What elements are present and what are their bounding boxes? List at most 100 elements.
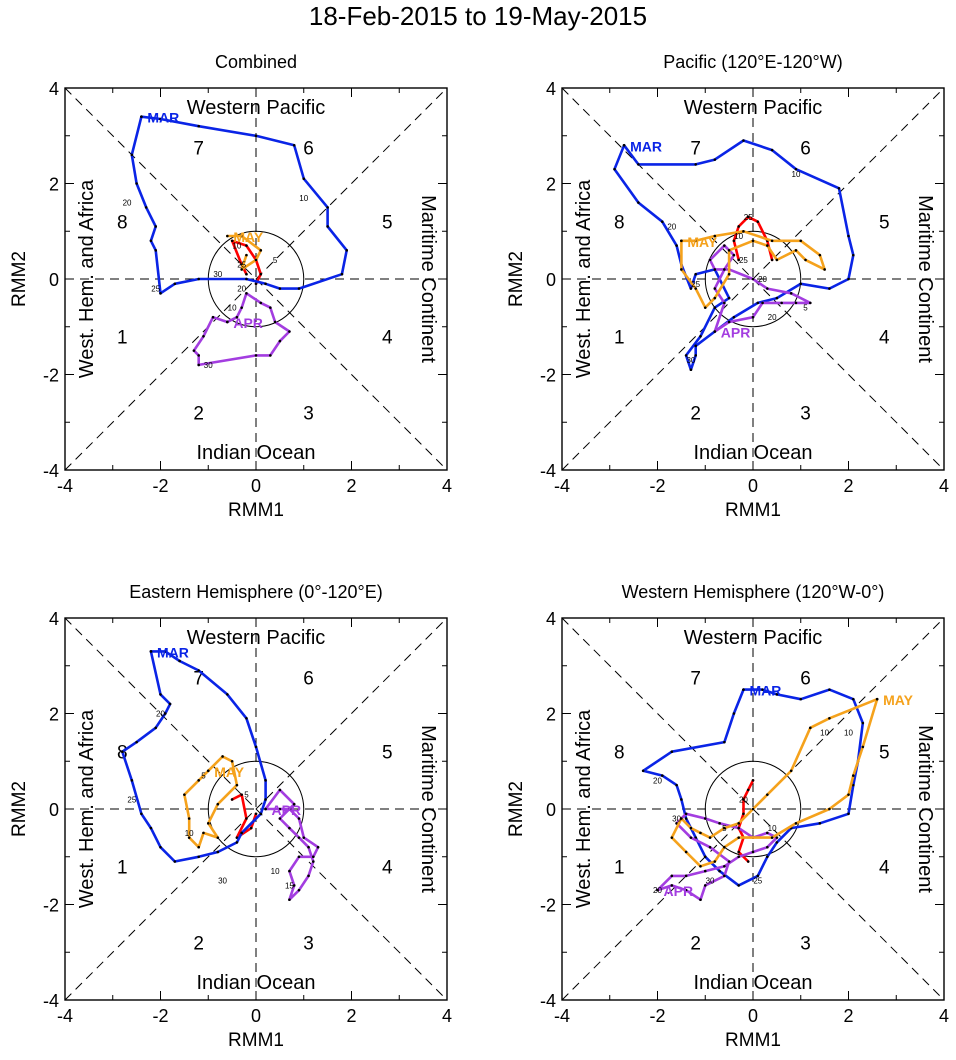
series-point [694, 272, 697, 276]
date-label: 10 [228, 304, 237, 313]
series-point [789, 292, 793, 295]
series-point [794, 249, 798, 252]
series-point [216, 802, 220, 806]
series-point [723, 865, 726, 868]
series-point [723, 874, 726, 878]
series-point [694, 344, 697, 348]
series-point [149, 826, 153, 830]
series-point [254, 354, 258, 357]
series-point [226, 693, 229, 696]
series-point [264, 798, 267, 801]
series-point [742, 812, 745, 816]
diagonal-line [64, 617, 448, 1001]
date-label: 5 [722, 824, 727, 833]
series-point [226, 320, 229, 324]
region-label-west-hem-africa: West. Hem. and Africa [573, 179, 595, 378]
x-tick-label: -2 [152, 1006, 168, 1026]
series-point [794, 301, 798, 305]
region-label-western-pacific: Western Pacific [684, 97, 823, 119]
region-label-west-hem-africa: West. Hem. and Africa [76, 179, 98, 378]
phase-label-4: 4 [382, 857, 393, 878]
series-point [641, 769, 645, 773]
series-point [206, 822, 210, 825]
phase-label-1: 1 [117, 857, 128, 878]
series-point [278, 807, 282, 811]
series-point [249, 826, 253, 830]
series-point [799, 697, 803, 701]
x-tick-label: -2 [649, 476, 665, 496]
series-point [751, 277, 755, 281]
phase-label-5: 5 [382, 743, 393, 764]
series-point [316, 845, 320, 849]
series-point [680, 817, 683, 820]
y-tick-label: 0 [49, 800, 59, 820]
series-point [689, 826, 693, 830]
series-point [828, 716, 831, 720]
region-label-maritime-continent: Maritime Continent [417, 725, 439, 893]
series-point [130, 779, 134, 782]
series-point [766, 793, 769, 796]
series-point [699, 865, 702, 868]
region-label-indian-ocean: Indian Ocean [197, 442, 316, 464]
series-point [694, 287, 697, 290]
x-tick-label: 2 [346, 1006, 356, 1026]
series-point [288, 898, 291, 902]
series-point [723, 740, 726, 744]
series-point [804, 258, 807, 262]
series-point [737, 850, 740, 854]
series-point [723, 268, 726, 271]
series-point [297, 836, 301, 839]
phase-label-8: 8 [614, 743, 625, 764]
series-point [245, 253, 248, 257]
unit-circle [704, 230, 802, 328]
y-tick-label: 0 [546, 800, 556, 820]
series-point [259, 249, 263, 252]
series-point [723, 301, 726, 305]
series-point [742, 798, 745, 801]
series-point [689, 836, 693, 839]
series-point [828, 287, 831, 290]
series-point [737, 884, 740, 887]
series-point [756, 220, 760, 223]
phase-label-3: 3 [303, 404, 314, 425]
series-point [775, 836, 779, 839]
date-label: 5 [201, 772, 206, 781]
x-tick-label: -4 [554, 476, 570, 496]
series-point [680, 798, 683, 801]
series-point [216, 836, 220, 839]
date-label: 25 [151, 285, 160, 294]
y-tick-label: 4 [49, 609, 59, 629]
series-point [713, 306, 717, 309]
x-tick-label: 0 [251, 1006, 261, 1026]
series-line-mar [641, 688, 865, 887]
y-tick-label: -4 [43, 991, 59, 1011]
x-axis-title: RMM1 [725, 1030, 781, 1051]
panel-title: Combined [215, 52, 297, 72]
unit-circle [704, 760, 802, 858]
series-label-mar: MAR [749, 683, 781, 699]
series-point [684, 888, 688, 892]
series-point [613, 167, 616, 171]
series-point [163, 650, 167, 653]
series-point [230, 798, 234, 801]
region-label-indian-ocean: Indian Ocean [694, 442, 813, 464]
series-point [680, 239, 683, 243]
series-point [269, 354, 272, 357]
series-point [206, 769, 210, 773]
series-point [737, 826, 740, 830]
phase-label-2: 2 [690, 934, 701, 955]
date-label: 10 [792, 170, 801, 179]
series-point [288, 807, 291, 811]
series-point [828, 807, 831, 811]
series-line-feb [230, 793, 258, 839]
series-point [173, 282, 177, 286]
panel-title: Eastern Hemisphere (0°-120°E) [129, 582, 383, 602]
figure-title: 18-Feb-2015 to 19-May-2015 [308, 1, 648, 31]
series-point [288, 330, 291, 333]
region-label-western-pacific: Western Pacific [187, 627, 326, 649]
series-point [699, 831, 702, 835]
phase-label-3: 3 [800, 934, 811, 955]
series-point [670, 750, 674, 753]
series-point [766, 287, 769, 290]
y-tick-label: 2 [49, 705, 59, 725]
